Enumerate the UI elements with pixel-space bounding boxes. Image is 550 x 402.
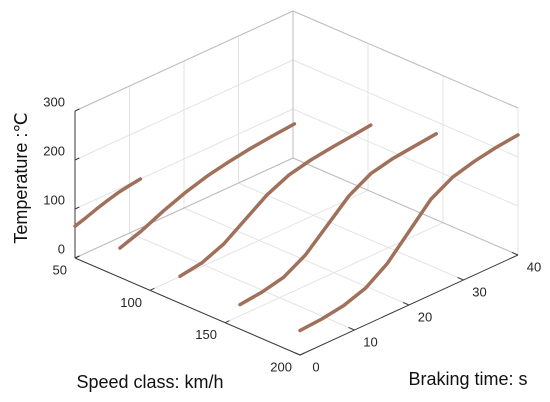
x-tick [224,320,230,324]
x-axis [74,257,301,356]
z-tick [74,206,80,210]
x-tick [299,352,305,356]
y-tick-label: 30 [472,284,486,299]
series-line [118,122,297,250]
series-line [73,177,143,228]
z-axis-title: Temperature :℃ [11,112,31,243]
box-edge [74,157,294,259]
y-tick-label: 40 [527,259,541,274]
box-edge [74,10,294,112]
box-edge [292,10,519,109]
x-tick-label: 150 [195,327,217,342]
x-axis-title: Speed class: km/h [76,372,223,392]
z-tick-label: 100 [43,192,65,207]
x-tick-label: 100 [120,295,142,310]
x-tick-label: 200 [270,359,292,374]
grid-line [238,182,464,281]
box-edge [292,157,519,256]
y-tick-label: 0 [312,359,319,374]
series-line [178,123,373,279]
x-tick [149,287,155,291]
y-tick [402,301,410,306]
y-tick [457,276,464,281]
z-tick [74,157,80,161]
grid-line [74,108,294,210]
z-tick [74,255,80,259]
grid-line [292,59,519,158]
series-line [298,133,520,333]
x-tick-label: 50 [53,262,67,277]
y-tick-label: 10 [363,334,377,349]
z-tick-label: 0 [58,241,65,256]
y-tick [348,326,355,331]
grid-line [74,59,294,161]
series-line [238,132,438,307]
grid-line [183,207,410,306]
y-tick-label: 20 [418,309,432,324]
y-tick [293,351,301,356]
y-axis-title: Braking time: s [408,369,527,389]
z-tick-label: 300 [43,94,65,109]
grid-line [292,108,519,207]
y-tick [511,251,519,256]
grid-line [129,232,355,331]
z-tick [74,108,80,112]
z-tick-label: 200 [43,143,65,158]
